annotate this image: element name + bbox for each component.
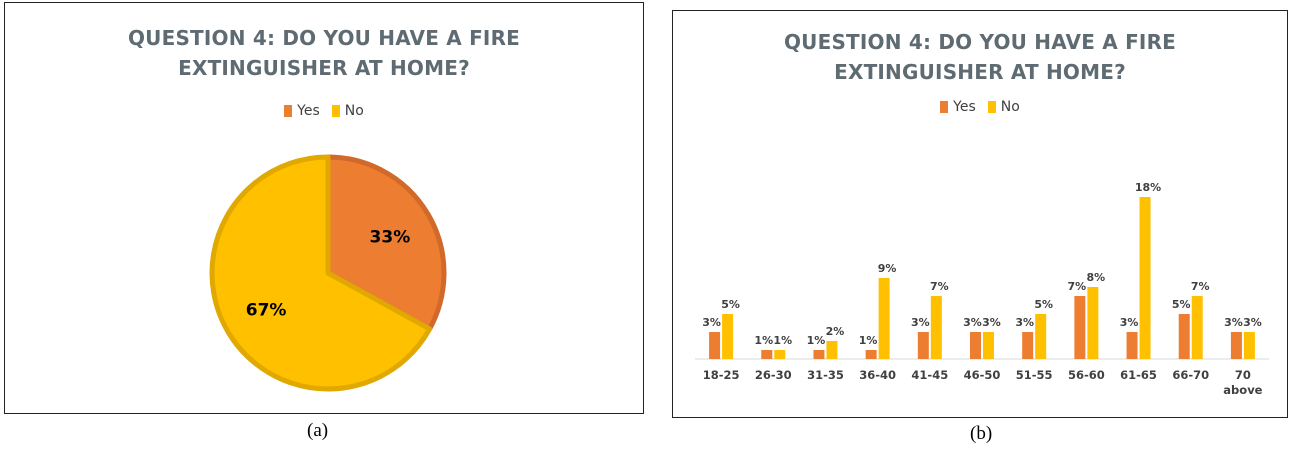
bar-yes-18-25 — [709, 332, 721, 359]
bar-yes-41-45 — [917, 332, 929, 359]
pie-chart-title: QUESTION 4: DO YOU HAVE A FIRE EXTINGUIS… — [5, 23, 643, 83]
data-label-yes-36-40: 1% — [859, 334, 878, 347]
bar-no-61-65 — [1139, 197, 1151, 359]
bar-chart-title: QUESTION 4: DO YOU HAVE A FIRE EXTINGUIS… — [673, 27, 1287, 87]
pie-legend: Yes No — [5, 103, 643, 119]
caption-b: (b) — [970, 423, 993, 444]
pie-slice-yes — [325, 154, 447, 332]
data-label-no-18-25: 5% — [721, 298, 740, 311]
bar-chart-plot: 3%5%18-251% 1%26-301%2%31-351%9%36-403%7%… — [695, 181, 1269, 397]
data-label-yes-56-60: 7% — [1068, 280, 1087, 293]
data-label-yes-51-55: 3% — [1015, 316, 1034, 329]
legend-swatch-yes — [940, 101, 949, 113]
data-label-yes-46-50: 3% — [963, 316, 982, 329]
legend-swatch-yes — [284, 105, 293, 117]
bar-yes-36-40 — [865, 350, 877, 359]
legend-item-no: No — [331, 103, 364, 119]
bar-yes-31-35 — [813, 350, 825, 359]
pie-slice-no — [209, 154, 433, 392]
bar-no-31-35 — [826, 341, 838, 359]
bar-yes-26-30 — [761, 350, 773, 359]
bar-no-18-25 — [722, 314, 734, 359]
x-tick-label: 61-65 — [1120, 368, 1157, 382]
bar-title-line-2: EXTINGUISHER AT HOME? — [834, 60, 1126, 84]
data-label-no-36-40: 9% — [878, 262, 897, 275]
x-tick-label: 41-45 — [911, 368, 948, 382]
x-tick-label: 66-70 — [1172, 368, 1209, 382]
legend-label-yes: Yes — [297, 103, 320, 119]
bar-no-46-50 — [983, 332, 994, 359]
bar-no-66-70 — [1191, 296, 1203, 359]
data-label-yes-18-25: 3% — [702, 316, 721, 329]
data-label-yes-26-30: 1% — [754, 334, 773, 347]
pie-label-yes: 33% — [370, 227, 411, 247]
bar-no-70-above — [1243, 332, 1255, 359]
data-label-no-41-45: 7% — [930, 280, 949, 293]
data-label-no-46-50: 3% — [982, 316, 1001, 329]
bar-chart-panel: QUESTION 4: DO YOU HAVE A FIRE EXTINGUIS… — [672, 10, 1288, 418]
bar-yes-61-65 — [1126, 332, 1138, 359]
x-tick-label: 36-40 — [859, 368, 896, 382]
bar-legend: Yes No — [673, 99, 1287, 115]
x-tick-label: 51-55 — [1016, 368, 1053, 382]
x-tick-label: 56-60 — [1068, 368, 1105, 382]
pie-title-line-1: QUESTION 4: DO YOU HAVE A FIRE — [127, 26, 521, 50]
bar-no-56-60 — [1087, 287, 1099, 359]
data-label-no-26-30: 1% — [773, 334, 792, 347]
bar-yes-66-70 — [1178, 314, 1190, 359]
data-label-no-56-60: 8% — [1087, 271, 1106, 284]
bar-no-36-40 — [878, 278, 890, 359]
bar-no-51-55 — [1035, 314, 1047, 359]
pie-chart-panel: QUESTION 4: DO YOU HAVE A FIRE EXTINGUIS… — [4, 2, 644, 414]
pie-label-no: 67% — [246, 301, 287, 321]
legend-swatch-no — [987, 101, 996, 113]
pie-chart-plot: 33% 67% — [209, 154, 447, 392]
data-label-yes-61-65: 3% — [1120, 316, 1139, 329]
bar-yes-46-50 — [970, 332, 981, 359]
legend-item-no: No — [987, 99, 1020, 115]
bar-no-41-45 — [930, 296, 942, 359]
data-label-no-31-35: 2% — [826, 325, 845, 338]
legend-label-yes: Yes — [953, 99, 976, 115]
x-tick-label: 18-25 — [703, 368, 740, 382]
data-label-no-66-70: 7% — [1191, 280, 1210, 293]
x-tick-label: 70 above — [1223, 368, 1262, 397]
legend-item-yes: Yes — [284, 103, 320, 119]
data-label-no-61-65: 18% — [1135, 181, 1161, 194]
bar-no-26-30 — [774, 350, 786, 359]
legend-label-no: No — [1000, 99, 1020, 115]
pie-title-line-2: EXTINGUISHER AT HOME? — [178, 56, 470, 80]
bar-yes-56-60 — [1074, 296, 1086, 359]
x-tick-label: 26-30 — [755, 368, 792, 382]
x-tick-label: 46-50 — [964, 368, 1001, 382]
caption-a: (a) — [307, 420, 329, 441]
legend-swatch-no — [331, 105, 340, 117]
data-label-yes-41-45: 3% — [911, 316, 930, 329]
data-label-yes-31-35: 1% — [807, 334, 826, 347]
bar-yes-70-above — [1230, 332, 1242, 359]
x-tick-label: 31-35 — [807, 368, 844, 382]
legend-label-no: No — [344, 103, 364, 119]
data-label-no-70-above: 3% — [1243, 316, 1262, 329]
data-label-yes-70-above: 3% — [1224, 316, 1243, 329]
data-label-no-51-55: 5% — [1034, 298, 1053, 311]
legend-item-yes: Yes — [940, 99, 976, 115]
bar-yes-51-55 — [1022, 332, 1034, 359]
bar-title-line-1: QUESTION 4: DO YOU HAVE A FIRE — [783, 30, 1177, 54]
data-label-yes-66-70: 5% — [1172, 298, 1191, 311]
